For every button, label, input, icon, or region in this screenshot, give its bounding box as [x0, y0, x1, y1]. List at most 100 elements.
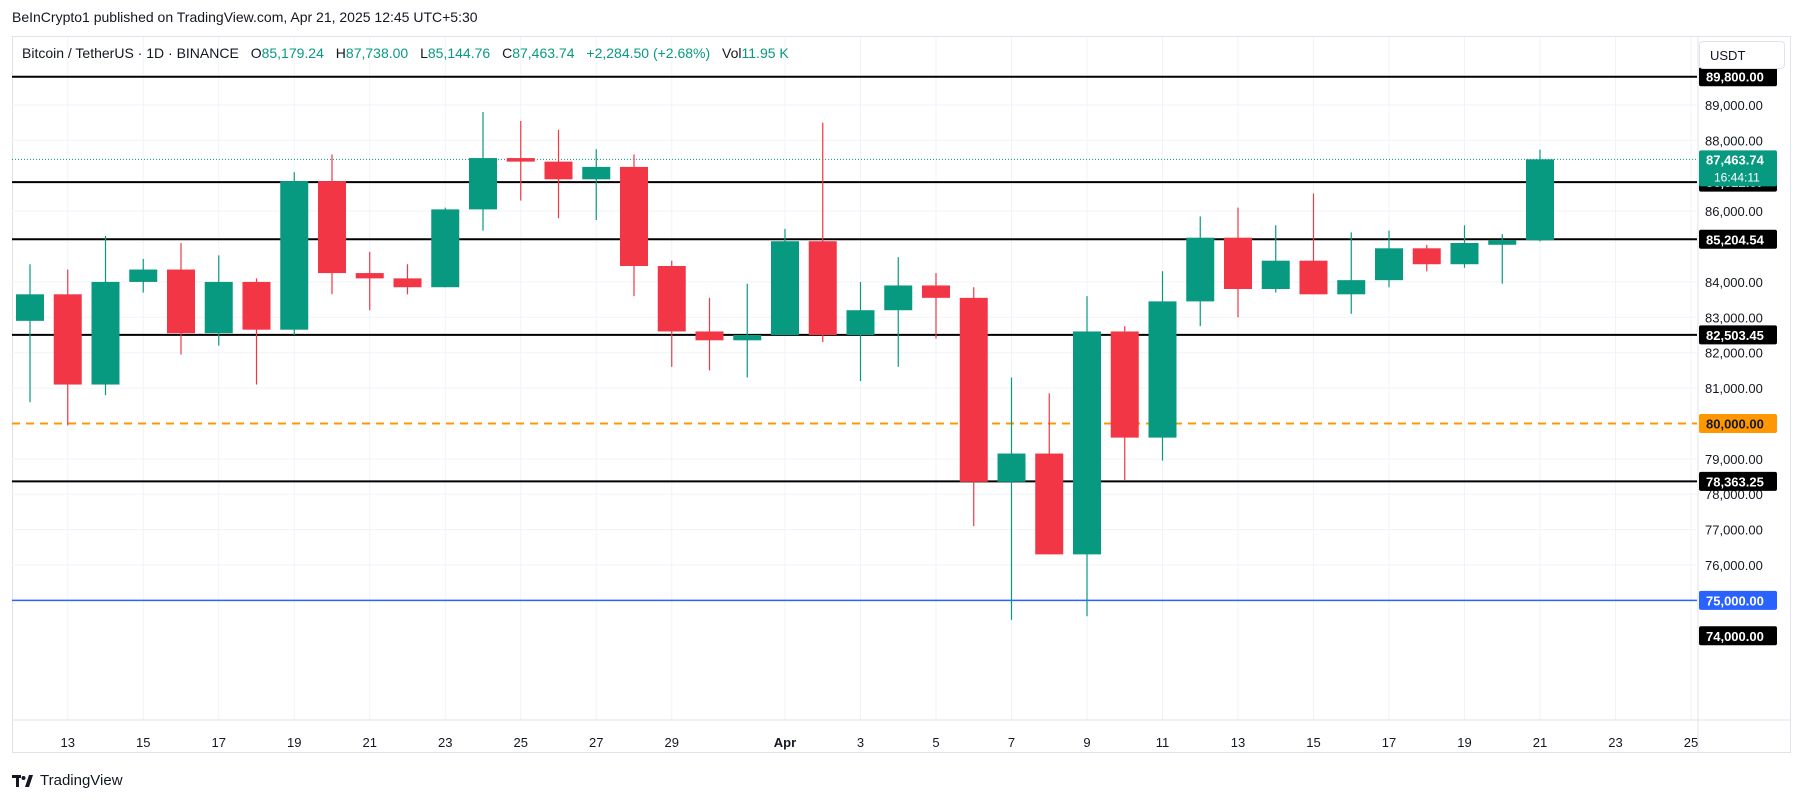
- candle-body[interactable]: [997, 453, 1026, 482]
- candle-body[interactable]: [431, 209, 460, 288]
- bar-countdown-label: 16:44:11: [1714, 170, 1760, 184]
- price-tick-label: 82,000.00: [1705, 346, 1763, 361]
- candle-body[interactable]: [771, 241, 799, 335]
- level-price-label-resistance-89800-bg: [1699, 67, 1777, 87]
- candle-body[interactable]: [469, 158, 497, 210]
- candle-body[interactable]: [733, 335, 762, 341]
- candle-body[interactable]: [1337, 280, 1366, 295]
- currency-label: USDT: [1710, 47, 1746, 63]
- candle-body[interactable]: [204, 281, 233, 334]
- time-tick-label: 23: [438, 735, 452, 750]
- candle-body[interactable]: [657, 266, 686, 332]
- last-price-label: 87,463.74: [1706, 152, 1765, 167]
- time-tick-label: 5: [932, 735, 939, 750]
- candle-body[interactable]: [884, 285, 913, 311]
- tradingview-brand: TradingView: [40, 772, 123, 789]
- time-tick-label: 17: [212, 735, 226, 750]
- candle-body[interactable]: [922, 285, 950, 298]
- close-value: 87,463.74: [512, 45, 575, 61]
- level-price-label-support-75000-bg: [1699, 590, 1777, 610]
- candle-body[interactable]: [1375, 248, 1403, 281]
- level-price-label-resistance-89800: 89,800.00: [1706, 70, 1764, 85]
- time-tick-label: 21: [363, 735, 377, 750]
- candle-body[interactable]: [1526, 159, 1554, 241]
- bottom-price-label-bg: [1699, 626, 1777, 646]
- price-tick-label: 76,000.00: [1705, 558, 1763, 573]
- time-tick-label: 15: [1306, 735, 1320, 750]
- time-tick-label: 25: [1684, 735, 1698, 750]
- candle-body[interactable]: [695, 331, 724, 341]
- candle-body[interactable]: [1224, 237, 1252, 289]
- volume-value: 11.95 K: [741, 45, 789, 61]
- candle-body[interactable]: [355, 273, 384, 279]
- time-tick-label: 25: [514, 735, 528, 750]
- price-tick-label: 81,000.00: [1705, 381, 1763, 396]
- time-tick-label: 17: [1382, 735, 1396, 750]
- close-label: C: [502, 45, 513, 61]
- last-price-tag-bg: [1699, 150, 1777, 187]
- price-tick-label: 86,000.00: [1705, 204, 1763, 219]
- candle-body[interactable]: [16, 294, 44, 321]
- tradingview-logo[interactable]: TradingView: [12, 772, 123, 789]
- price-tick-label: 77,000.00: [1705, 523, 1763, 538]
- candle-body[interactable]: [506, 158, 535, 162]
- chart-frame: [12, 36, 1791, 753]
- candle-body[interactable]: [1488, 240, 1517, 245]
- change-value: +2,284.50 (+2.68%): [586, 45, 711, 61]
- candle-body[interactable]: [582, 166, 611, 180]
- candle-body[interactable]: [1261, 260, 1290, 289]
- time-tick-label: 3: [857, 735, 864, 750]
- time-tick-label: 23: [1608, 735, 1622, 750]
- low-label: L: [420, 45, 428, 61]
- candle-body[interactable]: [1299, 260, 1328, 295]
- candle-body[interactable]: [280, 181, 309, 330]
- candle-body[interactable]: [620, 166, 648, 266]
- symbol-legend: Bitcoin / TetherUS · 1D · BINANCE O85,17…: [22, 45, 789, 61]
- candle-body[interactable]: [1412, 248, 1441, 265]
- candle-body[interactable]: [1186, 237, 1215, 302]
- candle-body[interactable]: [167, 269, 195, 334]
- candle-body[interactable]: [53, 294, 82, 385]
- time-tick-label: 15: [136, 735, 150, 750]
- level-price-label-support-82503: 82,503.45: [1706, 328, 1764, 343]
- candle-body[interactable]: [129, 269, 158, 282]
- candle-body[interactable]: [846, 310, 875, 335]
- time-tick-label: 13: [1231, 735, 1245, 750]
- volume-label: Vol: [722, 45, 742, 61]
- time-tick-label: Apr: [774, 735, 796, 750]
- time-tick-label: 27: [589, 735, 603, 750]
- price-tick-label: 84,000.00: [1705, 275, 1763, 290]
- candle-body[interactable]: [242, 281, 271, 330]
- level-price-label-support-82503-bg: [1699, 325, 1777, 345]
- candle-body[interactable]: [1148, 301, 1177, 438]
- tradingview-icon: [12, 774, 33, 787]
- symbol-name[interactable]: Bitcoin / TetherUS · 1D · BINANCE: [22, 45, 239, 61]
- candle-body[interactable]: [544, 161, 573, 180]
- level-price-label-support-75000: 75,000.00: [1706, 593, 1764, 608]
- time-tick-label: 7: [1008, 735, 1015, 750]
- candle-body[interactable]: [959, 297, 988, 482]
- published-by-text: BeInCrypto1 published on TradingView.com…: [12, 9, 478, 25]
- level-price-label-support-78363-bg: [1699, 471, 1777, 491]
- candle-body[interactable]: [318, 181, 346, 274]
- price-tick-label: 89,000.00: [1705, 98, 1763, 113]
- candle-body[interactable]: [1035, 453, 1064, 555]
- high-value: 87,738.00: [345, 45, 409, 61]
- candle-body[interactable]: [808, 241, 837, 335]
- candle-body[interactable]: [1110, 331, 1139, 438]
- currency-button[interactable]: USDT: [1699, 41, 1785, 69]
- candle-body[interactable]: [91, 281, 120, 385]
- bottom-price-label: 74,000.00: [1706, 629, 1764, 644]
- price-tick-label: 78,000.00: [1705, 487, 1763, 502]
- level-price-label-support-85204: 85,204.54: [1706, 232, 1765, 247]
- candle-body[interactable]: [1450, 243, 1479, 265]
- time-tick-label: 13: [61, 735, 75, 750]
- level-price-label-psych-80000-bg: [1699, 413, 1777, 433]
- time-tick-label: 19: [287, 735, 301, 750]
- price-tick-label: 83,000.00: [1705, 310, 1763, 325]
- candle-body[interactable]: [393, 278, 422, 288]
- time-tick-label: 9: [1083, 735, 1090, 750]
- candle-body[interactable]: [1073, 331, 1101, 555]
- time-tick-label: 19: [1457, 735, 1471, 750]
